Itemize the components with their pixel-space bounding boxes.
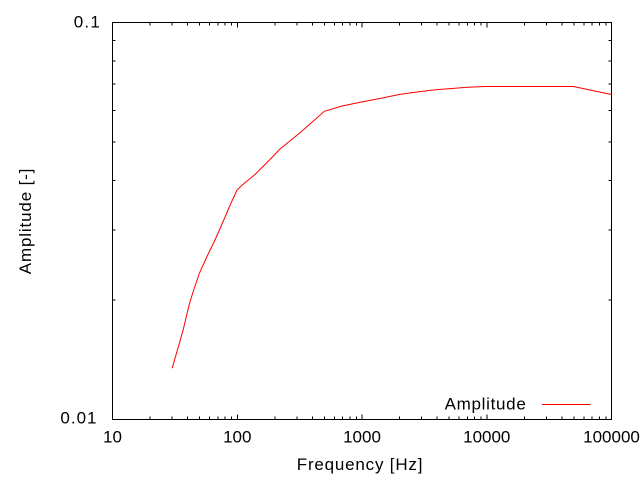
svg-text:0.01: 0.01 (60, 409, 97, 428)
svg-text:100: 100 (223, 428, 251, 447)
svg-text:10: 10 (103, 428, 122, 447)
svg-text:Amplitude: Amplitude (445, 395, 527, 414)
svg-text:10000: 10000 (463, 428, 510, 447)
svg-text:1000: 1000 (343, 428, 381, 447)
svg-text:Frequency [Hz]: Frequency [Hz] (297, 455, 423, 474)
svg-text:Amplitude [-]: Amplitude [-] (16, 168, 35, 274)
svg-text:0.1: 0.1 (74, 13, 101, 32)
svg-text:100000: 100000 (583, 428, 640, 447)
